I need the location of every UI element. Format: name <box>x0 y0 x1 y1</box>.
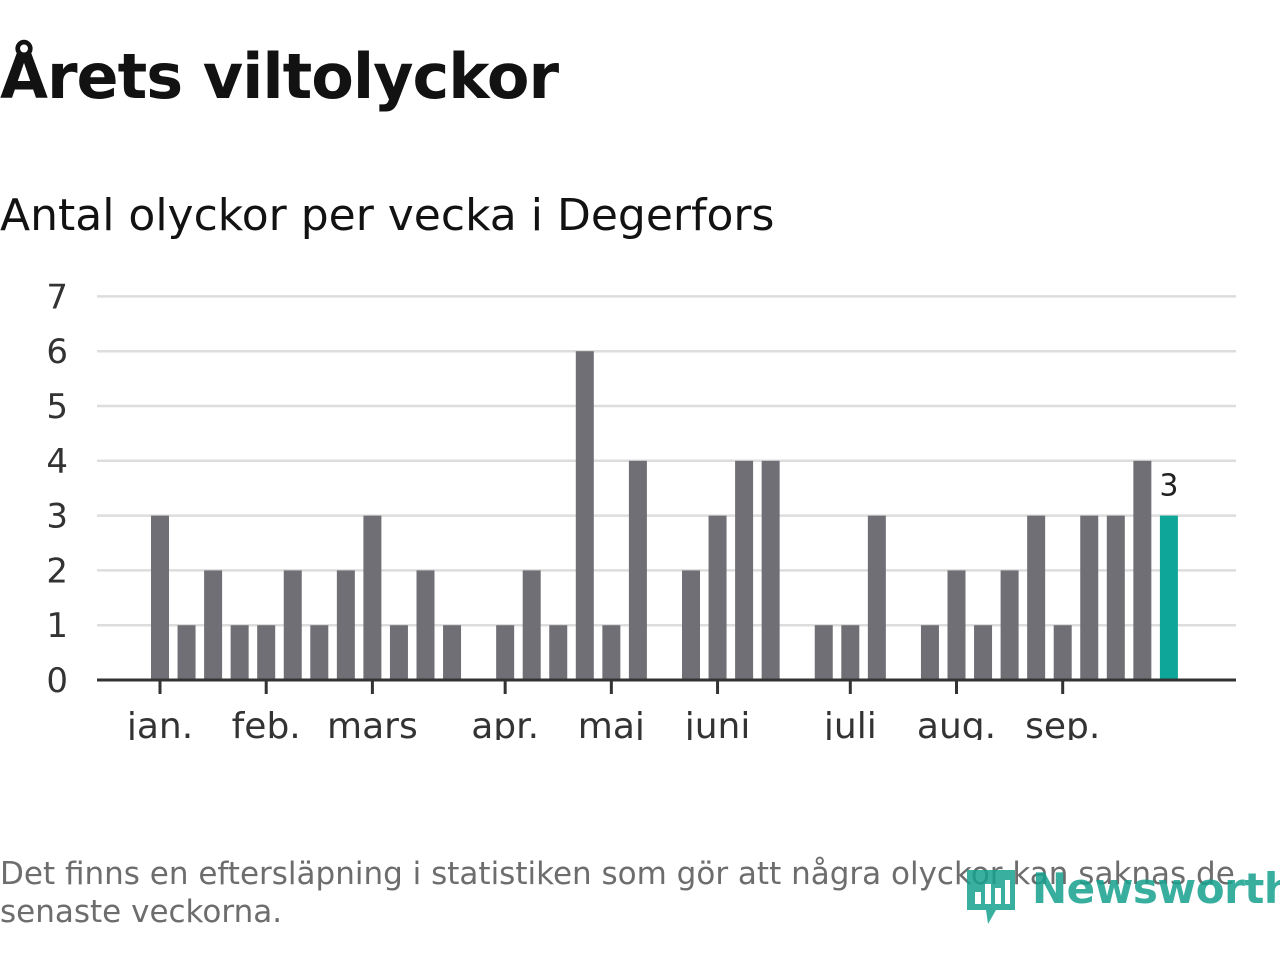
x-tick-label: juli <box>823 706 877 740</box>
bar <box>336 570 355 680</box>
x-tick-label: sep. <box>1025 706 1100 740</box>
bar <box>204 570 223 680</box>
y-tick-label: 0 <box>46 661 68 701</box>
bar <box>974 625 993 680</box>
bar-highlight <box>1159 515 1178 680</box>
bar <box>496 625 515 680</box>
bar <box>363 515 382 680</box>
bar-chart: 0 1 2 3 4 5 6 7 jan. feb. mars apr. maj juni juli aug.… <box>46 277 1236 740</box>
bar <box>575 351 594 680</box>
y-tick-label: 5 <box>46 387 68 427</box>
footnote: Det finns en eftersläpning i statistiken… <box>0 856 1235 930</box>
x-axis-ticks: jan. feb. mars apr. maj juni juli aug. sep. <box>126 680 1100 740</box>
bar <box>310 625 329 680</box>
bar <box>230 625 249 680</box>
x-tick-label: maj <box>578 706 645 740</box>
bar <box>443 625 462 680</box>
y-tick-label: 4 <box>46 442 68 482</box>
x-tick-label: aug. <box>917 706 996 740</box>
bar <box>708 515 727 680</box>
grid-lines <box>97 295 1236 627</box>
y-tick-label: 3 <box>46 497 68 537</box>
bar <box>177 625 196 680</box>
x-tick-label: jan. <box>126 706 193 740</box>
bar <box>1027 515 1046 680</box>
y-tick-label: 7 <box>46 277 68 317</box>
bar <box>841 625 860 680</box>
bar <box>1080 515 1099 680</box>
y-axis-ticks: 0 1 2 3 4 5 6 7 <box>46 277 68 701</box>
x-tick-label: mars <box>327 706 418 740</box>
bar <box>257 625 276 680</box>
bar <box>920 625 939 680</box>
y-tick-label: 2 <box>46 551 68 591</box>
bar <box>814 625 833 680</box>
bar <box>947 570 966 680</box>
bars <box>151 351 1178 680</box>
bar <box>867 515 886 680</box>
chart-title: Årets viltolyckor <box>0 40 559 113</box>
x-tick-label: apr. <box>471 706 539 740</box>
bar <box>602 625 621 680</box>
data-labels: 3 <box>1159 469 1178 504</box>
y-tick-label: 1 <box>46 606 68 646</box>
bar <box>1106 515 1125 680</box>
bar <box>522 570 541 680</box>
chart-subtitle: Antal olyckor per vecka i Degerfors <box>0 190 775 241</box>
bar <box>682 570 700 680</box>
bar <box>735 460 754 680</box>
x-tick-label: juni <box>684 706 751 740</box>
brand-name: Newsworthy <box>1032 864 1280 913</box>
x-tick-label: feb. <box>232 706 301 740</box>
data-label: 3 <box>1159 469 1178 504</box>
newsworthy-logo-icon <box>967 870 1015 924</box>
bar <box>389 625 408 680</box>
bar <box>283 570 302 680</box>
bar <box>761 460 780 680</box>
bar <box>416 570 435 680</box>
bar <box>1000 570 1019 680</box>
bar <box>1053 625 1072 680</box>
y-tick-label: 6 <box>46 332 68 372</box>
bar <box>1133 460 1152 680</box>
bar <box>151 515 169 680</box>
bar <box>549 625 568 680</box>
bar <box>628 460 647 680</box>
newsworthy-logo[interactable]: Newsworthy <box>964 860 1280 930</box>
